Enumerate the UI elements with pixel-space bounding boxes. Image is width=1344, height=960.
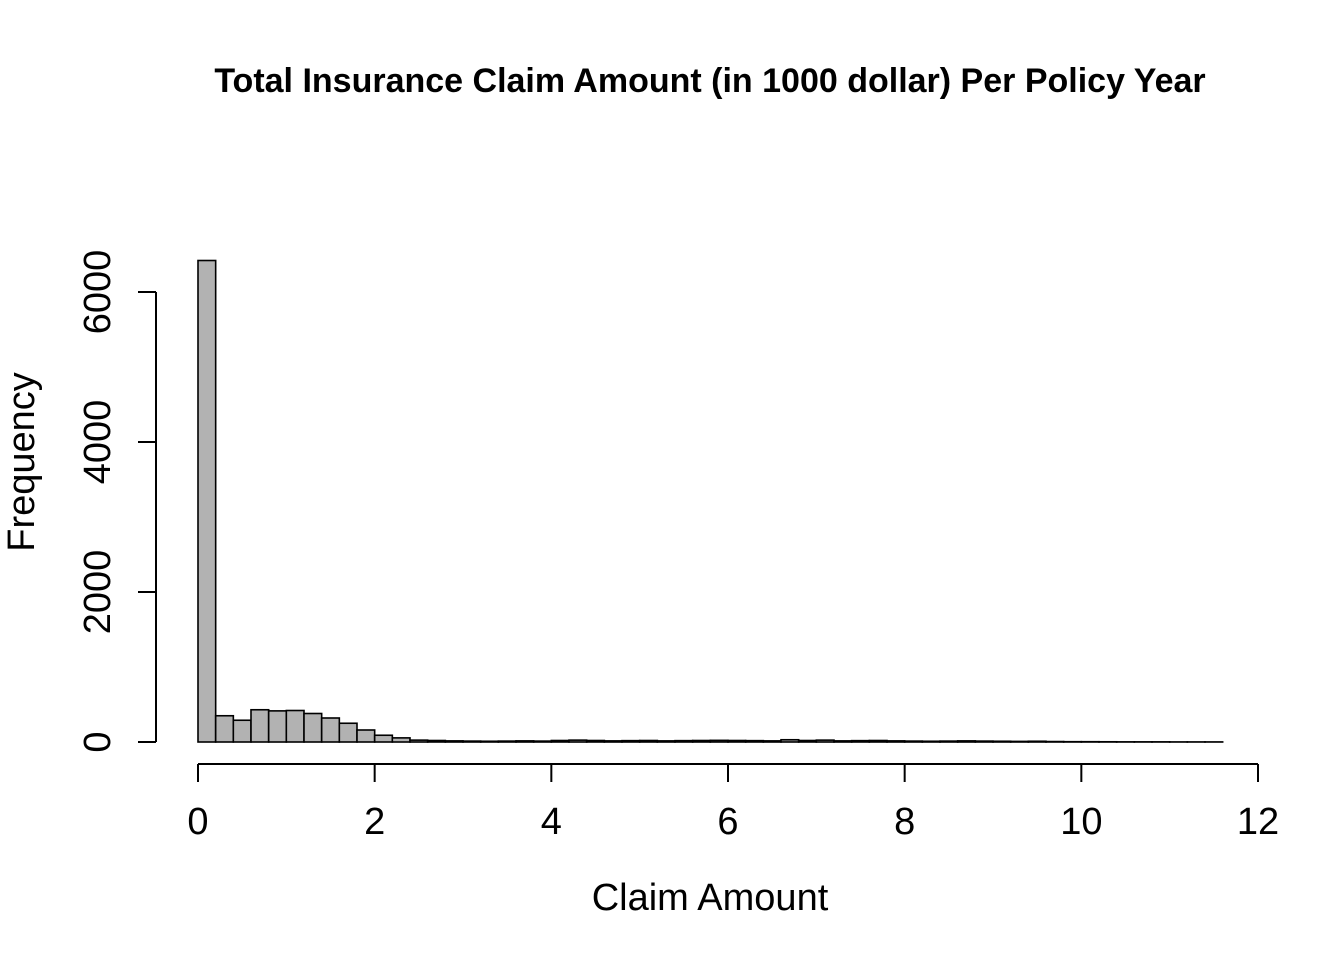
histogram-bar bbox=[373, 734, 394, 743]
x-tick-label: 2 bbox=[364, 801, 385, 843]
histogram-bar bbox=[974, 740, 994, 743]
histogram-bar bbox=[709, 739, 729, 743]
x-axis: 0 2 4 6 8 10 12 bbox=[187, 763, 1279, 843]
x-tick-label: 6 bbox=[717, 801, 738, 843]
histogram-bar bbox=[303, 712, 323, 743]
histogram-bar bbox=[568, 739, 588, 743]
histogram-bar bbox=[391, 737, 411, 743]
histogram-bar bbox=[903, 740, 924, 743]
histogram-bar bbox=[197, 259, 217, 743]
x-tick-label: 4 bbox=[541, 801, 562, 843]
histogram-bar bbox=[267, 710, 288, 743]
histogram-bar bbox=[409, 739, 429, 743]
histogram-bar bbox=[744, 739, 765, 743]
histogram-bar bbox=[815, 739, 835, 743]
x-tick-label: 10 bbox=[1060, 801, 1102, 843]
x-axis-label: Claim Amount bbox=[592, 877, 829, 919]
histogram-bar bbox=[850, 739, 871, 743]
histogram-bar bbox=[444, 740, 464, 743]
histogram-bar bbox=[691, 739, 712, 743]
histogram-bar bbox=[656, 740, 676, 743]
histogram-bar bbox=[356, 729, 376, 743]
y-axis-label: Frequency bbox=[1, 372, 43, 552]
histogram-bar bbox=[515, 740, 535, 743]
histogram-bar bbox=[497, 740, 517, 743]
histogram-bar bbox=[780, 738, 800, 743]
histogram-bar bbox=[232, 719, 252, 743]
histogram-bar bbox=[762, 740, 782, 743]
histogram-bar bbox=[1009, 740, 1030, 743]
histogram-bar bbox=[727, 739, 747, 743]
y-tick-label: 2000 bbox=[77, 550, 119, 635]
histogram-bar bbox=[462, 740, 482, 743]
histogram-bar bbox=[426, 739, 447, 743]
x-tick-label: 0 bbox=[187, 801, 208, 843]
histogram-bar bbox=[479, 740, 500, 743]
x-tick-label: 12 bbox=[1237, 801, 1279, 843]
histogram-bar bbox=[956, 740, 977, 743]
histogram-bar bbox=[532, 740, 553, 743]
histogram-bar bbox=[338, 722, 358, 743]
histogram-bar bbox=[886, 740, 906, 743]
histogram-bars bbox=[197, 259, 1224, 743]
y-tick-label: 0 bbox=[77, 731, 119, 752]
y-tick-label: 4000 bbox=[77, 400, 119, 485]
histogram-bar bbox=[674, 739, 694, 743]
histogram-bar bbox=[603, 740, 623, 743]
histogram-bar bbox=[833, 740, 853, 743]
histogram-bar bbox=[638, 739, 659, 743]
histogram-bar bbox=[320, 717, 341, 743]
y-tick-label: 6000 bbox=[77, 250, 119, 335]
y-axis: 0 2000 4000 6000 bbox=[77, 250, 157, 753]
histogram-bar bbox=[285, 709, 305, 743]
histogram-bar bbox=[550, 739, 570, 743]
x-tick-label: 8 bbox=[894, 801, 915, 843]
histogram-bar bbox=[1027, 740, 1047, 743]
histogram-bar bbox=[214, 714, 235, 743]
chart-title: Total Insurance Claim Amount (in 1000 do… bbox=[214, 62, 1205, 100]
histogram-bar bbox=[797, 739, 818, 743]
histogram-bar bbox=[250, 708, 270, 743]
histogram-bar bbox=[939, 740, 959, 743]
histogram-bar bbox=[621, 739, 641, 743]
histogram-bar bbox=[992, 740, 1012, 743]
histogram-bar bbox=[585, 739, 606, 743]
histogram-bar bbox=[868, 739, 888, 743]
histogram-bar bbox=[921, 740, 941, 743]
